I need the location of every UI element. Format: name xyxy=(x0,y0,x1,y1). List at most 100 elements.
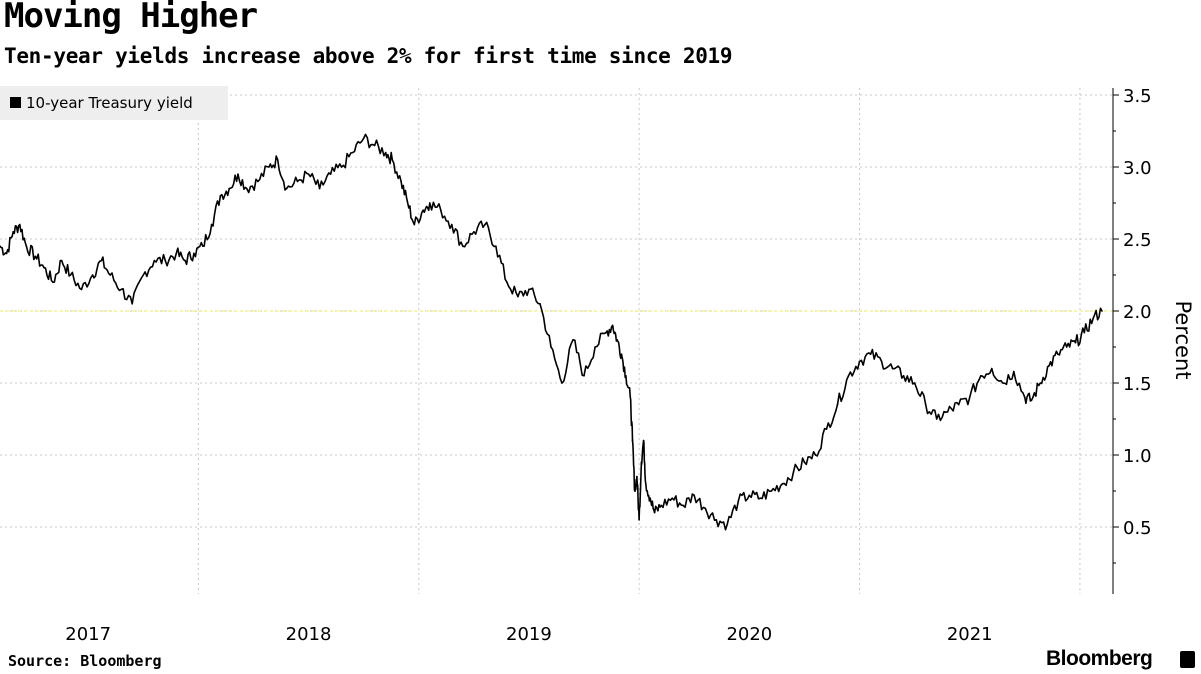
data-point xyxy=(246,187,248,190)
data-point xyxy=(640,461,643,464)
data-point xyxy=(80,288,83,291)
data-point xyxy=(440,209,442,211)
data-point xyxy=(935,418,938,420)
data-point xyxy=(1013,370,1015,373)
data-point xyxy=(869,353,872,356)
data-point xyxy=(1030,399,1033,402)
y-tick-label: 2.0 xyxy=(1123,302,1152,323)
data-point xyxy=(413,223,416,226)
data-point xyxy=(276,159,279,161)
data-point xyxy=(605,331,607,334)
data-point xyxy=(340,166,343,168)
data-point xyxy=(814,454,817,456)
data-point xyxy=(991,367,993,370)
data-point xyxy=(1083,331,1086,334)
data-point xyxy=(391,159,394,161)
y-tick-label: 3.0 xyxy=(1123,158,1152,179)
data-point xyxy=(682,504,684,507)
data-point xyxy=(285,187,288,190)
data-point xyxy=(847,375,850,377)
x-tick-label: 2018 xyxy=(286,624,332,645)
data-point xyxy=(1048,364,1050,367)
data-point xyxy=(1101,310,1103,312)
data-point xyxy=(193,252,195,255)
y-tick-label: 1.5 xyxy=(1123,374,1152,395)
data-point xyxy=(572,339,574,341)
data-point xyxy=(770,490,773,492)
data-point xyxy=(228,187,230,190)
data-point xyxy=(60,259,63,262)
data-point xyxy=(1039,382,1042,384)
data-point xyxy=(120,288,122,291)
data-point xyxy=(495,245,497,247)
legend-background xyxy=(0,86,228,120)
data-point xyxy=(858,360,861,363)
data-point xyxy=(131,303,133,305)
data-point xyxy=(400,180,402,183)
data-point xyxy=(484,223,486,226)
data-point xyxy=(1002,382,1004,384)
data-point xyxy=(616,339,618,341)
data-point xyxy=(210,223,213,226)
series-line xyxy=(0,133,1103,531)
grid-layer xyxy=(0,88,1113,594)
data-point xyxy=(257,180,259,183)
data-point xyxy=(825,428,828,430)
data-point xyxy=(539,303,541,305)
data-point xyxy=(803,461,806,464)
data-point xyxy=(373,144,376,147)
data-point xyxy=(633,490,636,492)
data-point xyxy=(473,231,475,233)
y-tick-label: 0.5 xyxy=(1123,518,1152,539)
data-point xyxy=(91,274,94,276)
x-axis: 2017 2018 2019 2020 2021 xyxy=(65,624,992,645)
data-point xyxy=(219,195,222,197)
data-point xyxy=(836,403,839,406)
data-point xyxy=(636,475,638,478)
data-point xyxy=(429,202,431,204)
data-point xyxy=(164,259,167,262)
data-point xyxy=(0,245,1,247)
data-point xyxy=(43,267,45,269)
data-point xyxy=(620,353,623,356)
data-point xyxy=(792,471,795,474)
data-point xyxy=(202,245,204,247)
data-point xyxy=(968,396,971,399)
data-point xyxy=(422,209,425,211)
bloomberg-logo: Bloomberg xyxy=(1046,647,1153,670)
y-tick-label: 1.0 xyxy=(1123,446,1152,467)
data-point xyxy=(649,497,651,500)
data-point xyxy=(100,259,103,262)
data-point xyxy=(583,375,585,377)
legend: 10-year Treasury yield xyxy=(0,86,228,120)
data-point xyxy=(1065,346,1068,348)
data-point xyxy=(451,223,453,226)
y-tick-label: 2.5 xyxy=(1123,230,1152,251)
data-point xyxy=(362,137,365,139)
data-point xyxy=(902,375,905,377)
y-axis: 0.5 1.0 1.5 2.0 2.5 3.0 3.5 xyxy=(1112,86,1152,594)
data-point xyxy=(384,151,387,154)
chart-title: Moving Higher xyxy=(4,0,258,36)
data-point xyxy=(175,252,178,255)
data-point xyxy=(329,173,332,175)
data-point xyxy=(25,245,28,247)
bloomberg-logo-icon xyxy=(1180,651,1195,668)
series-layer xyxy=(0,133,1103,531)
data-point xyxy=(645,483,647,485)
data-point xyxy=(957,403,960,406)
y-axis-label: Percent xyxy=(1171,300,1195,379)
data-point xyxy=(781,483,784,485)
data-point xyxy=(737,500,740,502)
data-point xyxy=(406,202,409,204)
data-point xyxy=(631,439,634,442)
data-point xyxy=(351,151,354,154)
data-point xyxy=(153,259,156,262)
data-point xyxy=(671,497,673,500)
data-point xyxy=(5,252,8,255)
data-point xyxy=(19,223,21,226)
data-point xyxy=(307,173,310,175)
source-note: Source: Bloomberg xyxy=(8,652,162,670)
data-point xyxy=(913,382,916,384)
data-point xyxy=(1024,396,1026,399)
